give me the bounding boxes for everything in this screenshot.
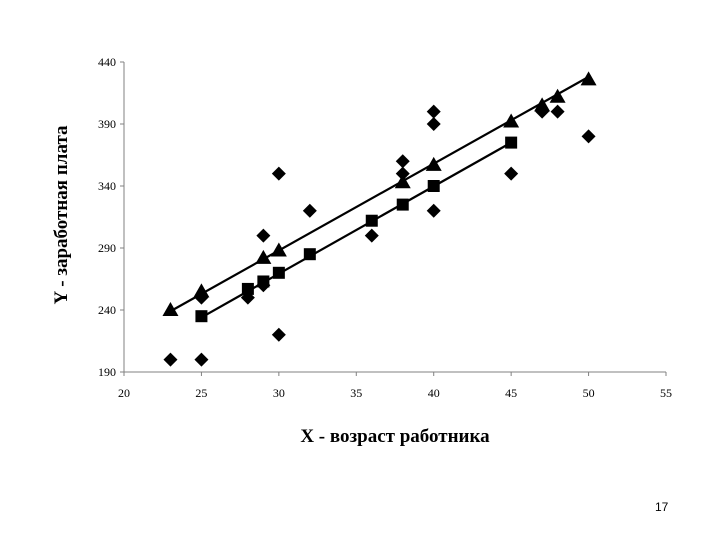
triangle-point — [162, 302, 179, 316]
square-point — [427, 180, 440, 192]
y-tick-label: 390 — [98, 117, 116, 131]
x-tick-label: 40 — [428, 386, 440, 400]
y-axis-label: Y - заработная плата — [51, 125, 72, 305]
diamond-point — [163, 352, 178, 367]
square-point — [195, 310, 208, 323]
square-point — [396, 198, 409, 211]
diamond-point — [271, 327, 286, 342]
y-tick-label: 240 — [98, 303, 116, 317]
diamond-point — [426, 203, 441, 218]
triangle-point — [549, 88, 566, 103]
y-tick-label: 190 — [98, 365, 116, 379]
x-axis-label: X - возраст работника — [300, 426, 490, 447]
diamond-point — [504, 166, 519, 181]
x-tick-label: 30 — [273, 386, 285, 400]
diamond-point — [256, 228, 271, 243]
trend-lines — [169, 75, 590, 319]
diamond-point — [426, 104, 441, 119]
square-point — [365, 214, 378, 227]
x-tick-label: 25 — [195, 386, 207, 400]
diamond-point — [426, 117, 441, 131]
square-point — [303, 248, 316, 261]
triangle-point — [270, 242, 287, 257]
diamond-point — [581, 129, 596, 144]
square-point — [272, 266, 285, 279]
page-number: 17 — [655, 500, 669, 514]
diamond-point — [395, 154, 410, 169]
square-point — [505, 136, 518, 149]
y-tick-label: 290 — [98, 241, 116, 255]
square-point — [257, 275, 270, 288]
triangle-point — [534, 97, 551, 112]
diamond-point — [194, 352, 209, 367]
square-point — [241, 282, 254, 295]
y-tick-label: 440 — [98, 55, 116, 69]
triangle-point — [425, 156, 442, 171]
x-tick-label: 50 — [583, 386, 595, 400]
triangle-point — [394, 174, 411, 189]
x-tick-label: 35 — [350, 386, 362, 400]
triangle-point — [255, 249, 272, 264]
tick-labels: 190 240 290 340 390 440 20 25 30 35 40 45 50 55 — [98, 55, 672, 400]
triangle-point — [193, 283, 210, 298]
diamond-point — [271, 166, 286, 181]
x-tick-label: 45 — [505, 386, 517, 400]
x-tick-label: 20 — [118, 386, 130, 400]
y-tick-label: 340 — [98, 179, 116, 193]
diamond-point — [302, 203, 317, 218]
triangle-point — [503, 113, 520, 128]
diamond-point — [364, 228, 379, 243]
x-tick-label: 55 — [660, 386, 672, 400]
diamond-point — [550, 104, 565, 119]
triangle-point — [580, 71, 597, 86]
data-points — [162, 71, 597, 367]
diamond-point — [395, 166, 410, 181]
axes — [120, 61, 667, 376]
trend-line-1 — [169, 75, 590, 313]
